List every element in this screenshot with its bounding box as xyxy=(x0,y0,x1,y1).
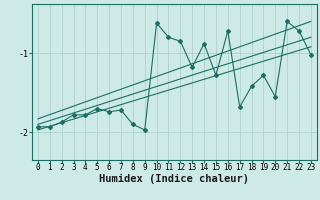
X-axis label: Humidex (Indice chaleur): Humidex (Indice chaleur) xyxy=(100,174,249,184)
